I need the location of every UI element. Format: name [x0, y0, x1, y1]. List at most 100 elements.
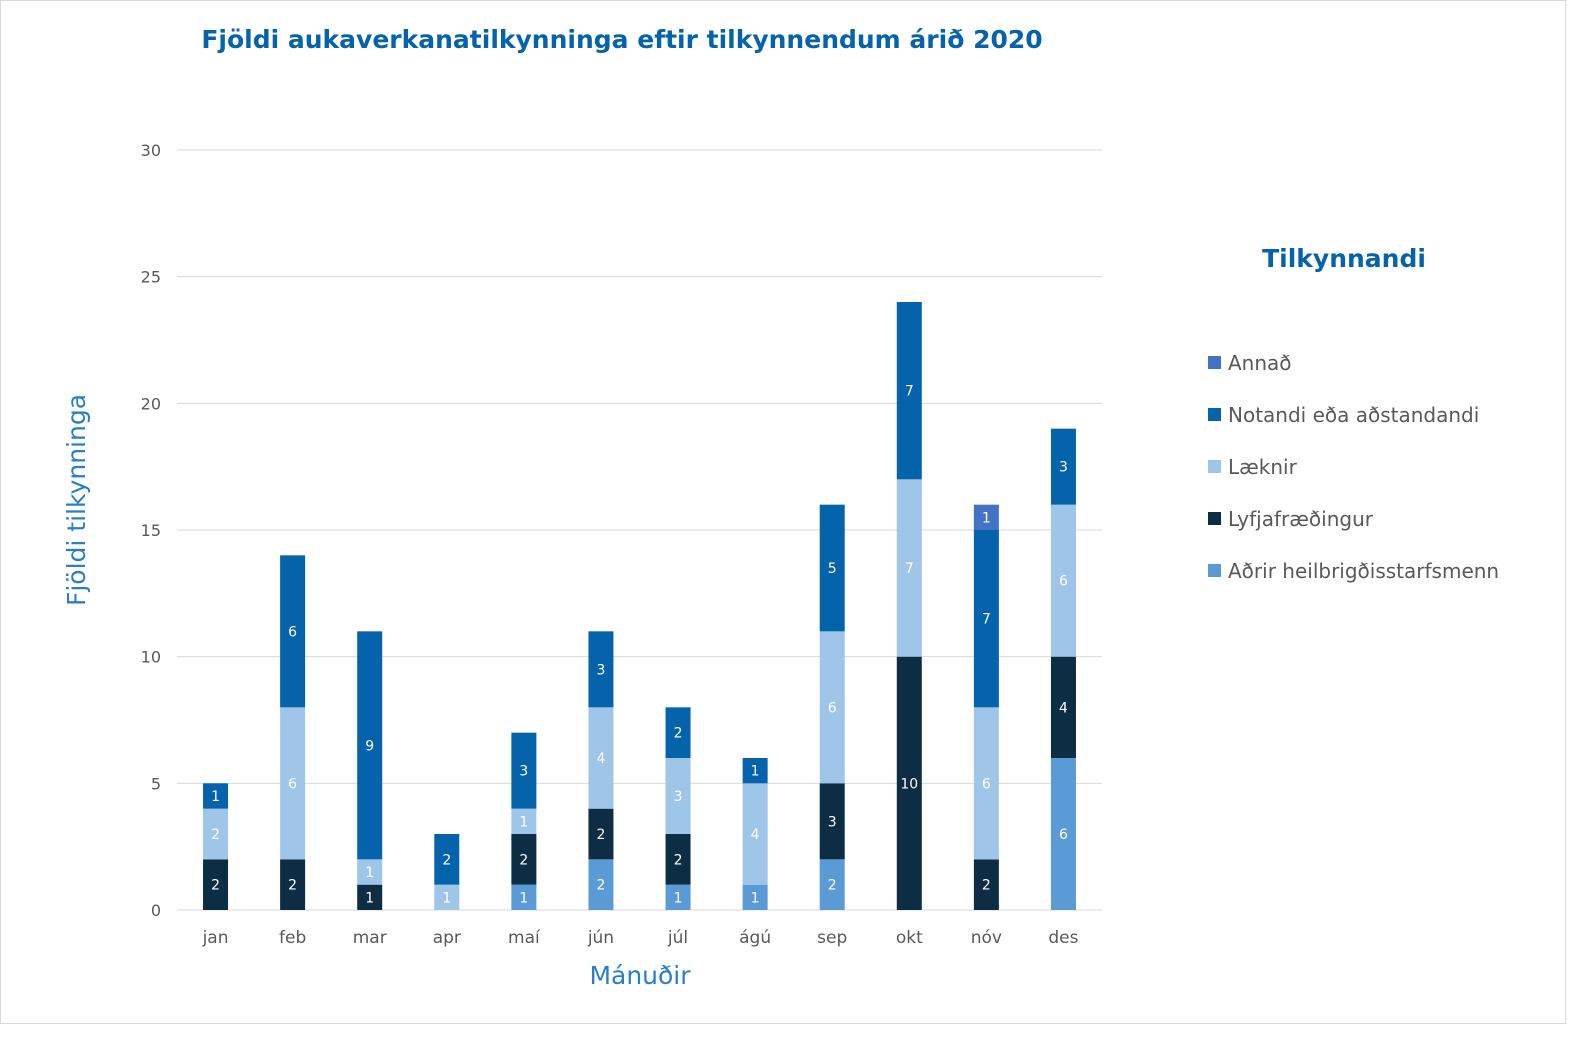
- stacked-bar-chart: Fjöldi aukaverkanatilkynninga eftir tilk…: [62, 25, 1499, 990]
- bar-segment: [1050, 656, 1076, 758]
- data-label: 1: [519, 890, 528, 906]
- data-label: 3: [674, 789, 683, 805]
- legend-label: Læknir: [1228, 455, 1298, 479]
- bar-segment: [357, 631, 383, 860]
- bar-segment: [357, 859, 383, 885]
- bar-segment: [588, 859, 614, 910]
- bar-segment: [588, 707, 614, 809]
- bar-segment: [665, 707, 691, 758]
- x-tick-label: júl: [667, 928, 688, 948]
- x-tick-label: maí: [508, 928, 541, 948]
- bar-segment: [896, 479, 922, 657]
- bar-segment: [280, 707, 306, 860]
- data-label: 3: [596, 662, 605, 678]
- data-label: 2: [211, 878, 220, 894]
- data-label: 9: [365, 738, 374, 754]
- bar-segment: [588, 631, 614, 708]
- bar-segment: [280, 555, 306, 708]
- data-label: 10: [900, 776, 918, 792]
- data-label: 6: [828, 700, 837, 716]
- bar-segment: [280, 859, 306, 910]
- data-label: 2: [442, 852, 451, 868]
- data-label: 2: [674, 852, 683, 868]
- data-label: 4: [596, 751, 605, 767]
- bar-segment: [819, 631, 845, 784]
- data-label: 2: [288, 878, 297, 894]
- y-tick-label: 25: [141, 268, 161, 287]
- bar-segment: [742, 758, 768, 784]
- data-label: 2: [211, 827, 220, 843]
- bar-segment: [819, 783, 845, 860]
- legend-swatch: [1208, 564, 1221, 577]
- data-label: 3: [519, 764, 528, 780]
- data-label: 1: [442, 890, 451, 906]
- data-label: 3: [1059, 460, 1068, 476]
- chart-title: Fjöldi aukaverkanatilkynninga eftir tilk…: [201, 25, 1042, 54]
- legend-swatch: [1208, 356, 1221, 369]
- legend-swatch: [1208, 408, 1221, 421]
- x-tick-label: mar: [353, 928, 387, 948]
- bar-segment: [742, 884, 768, 910]
- bar-segment: [665, 884, 691, 910]
- bar-segment: [1050, 758, 1076, 910]
- bar-segment: [1050, 504, 1076, 657]
- x-tick-label: jún: [587, 928, 614, 948]
- data-label: 6: [288, 624, 297, 640]
- bar-segment: [357, 884, 383, 910]
- y-tick-label: 0: [151, 901, 161, 920]
- bar-segment: [973, 504, 999, 530]
- legend: Annað Notandi eða aðstandandi Læknir Lyfjaf…: [1208, 351, 1499, 583]
- y-tick-label: 30: [141, 141, 161, 160]
- bar-segment: [973, 530, 999, 708]
- legend-label: Annað: [1228, 351, 1292, 375]
- y-tick-label: 15: [141, 521, 161, 540]
- x-tick-label: feb: [279, 928, 306, 948]
- data-label: 1: [365, 890, 374, 906]
- data-label: 7: [982, 612, 991, 628]
- data-label: 3: [828, 814, 837, 830]
- bar-segment: [973, 859, 999, 910]
- x-tick-label: nóv: [971, 928, 1002, 948]
- data-label: 4: [751, 827, 760, 843]
- bar-segment: [973, 707, 999, 860]
- bar-segment: [819, 859, 845, 910]
- bar-segment: [203, 783, 229, 809]
- legend-label: Notandi eða aðstandandi: [1228, 403, 1479, 427]
- bar-segment: [1050, 428, 1076, 505]
- chart-frame: [0, 0, 1566, 1024]
- x-tick-label: des: [1048, 928, 1078, 948]
- data-label: 1: [211, 789, 220, 805]
- bar-segment: [203, 859, 229, 910]
- data-label: 2: [596, 878, 605, 894]
- data-label: 6: [288, 776, 297, 792]
- legend-label: Lyfjafræðingur: [1228, 507, 1374, 531]
- data-label: 1: [982, 510, 991, 526]
- data-label: 1: [365, 865, 374, 881]
- x-tick-label: ágú: [739, 928, 771, 948]
- data-label: 6: [1059, 574, 1068, 590]
- data-label: 6: [1059, 827, 1068, 843]
- bar-segment: [434, 834, 460, 885]
- data-label: 1: [751, 764, 760, 780]
- data-label: 2: [519, 852, 528, 868]
- bar-segment: [511, 834, 537, 885]
- bar-segment: [511, 808, 537, 834]
- x-tick-label: apr: [433, 928, 461, 948]
- data-label: 5: [828, 561, 837, 577]
- bar-segment: [819, 504, 845, 632]
- data-label: 1: [519, 814, 528, 830]
- data-label: 7: [905, 561, 914, 577]
- legend-swatch: [1208, 512, 1221, 525]
- x-tick-label: okt: [896, 928, 923, 948]
- data-label: 6: [982, 776, 991, 792]
- bar-segment: [511, 732, 537, 809]
- legend-label: Aðrir heilbrigðisstarfsmenn: [1228, 559, 1499, 583]
- data-label: 2: [982, 878, 991, 894]
- legend-title: Tilkynnandi: [1262, 244, 1426, 273]
- y-axis-title: Fjöldi tilkynninga: [62, 394, 91, 606]
- bar-segment: [665, 758, 691, 834]
- gridlines: [177, 149, 1102, 911]
- y-tick-label: 5: [151, 774, 161, 793]
- x-tick-label: jan: [202, 928, 229, 948]
- data-label: 2: [674, 726, 683, 742]
